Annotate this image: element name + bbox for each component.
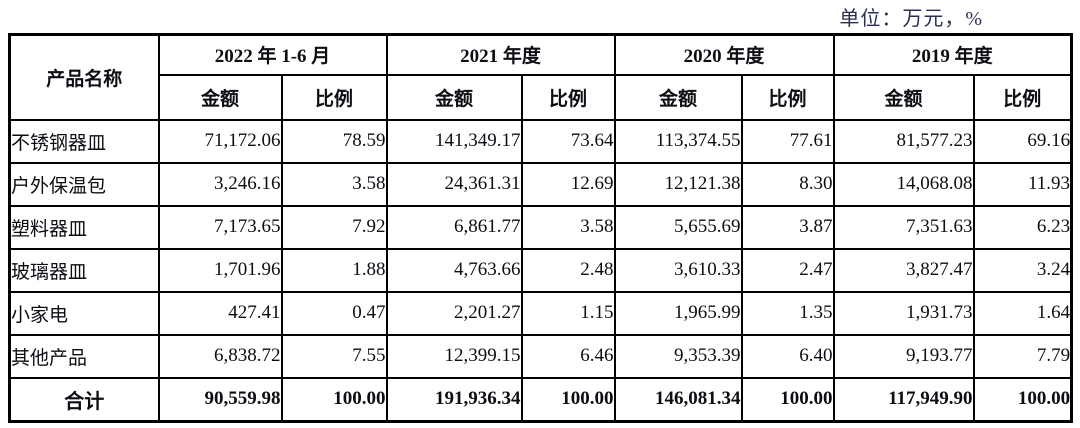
product-name-cell: 小家电 bbox=[8, 290, 160, 336]
amount-cell: 141,349.17 bbox=[385, 118, 523, 164]
amount-cell: 3,610.33 bbox=[613, 247, 743, 293]
amount-cell: 12,121.38 bbox=[613, 161, 743, 207]
ratio-cell: 11.93 bbox=[972, 161, 1073, 207]
ratio-cell: 12.69 bbox=[520, 161, 616, 207]
header-period-2021: 2021 年度 bbox=[385, 33, 616, 76]
total-label-cell: 合计 bbox=[8, 376, 160, 423]
amount-cell: 9,353.39 bbox=[613, 333, 743, 379]
amount-cell: 1,701.96 bbox=[157, 247, 283, 293]
amount-cell: 1,965.99 bbox=[613, 290, 743, 336]
header-ratio-2021: 比例 bbox=[520, 73, 616, 121]
amount-cell: 90,559.98 bbox=[157, 376, 283, 423]
ratio-cell: 7.92 bbox=[280, 204, 388, 250]
ratio-cell: 1.15 bbox=[520, 290, 616, 336]
ratio-cell: 100.00 bbox=[520, 376, 616, 423]
ratio-cell: 3.58 bbox=[520, 204, 616, 250]
amount-cell: 191,936.34 bbox=[385, 376, 523, 423]
header-row-subcolumns: 金额 比例 金额 比例 金额 比例 金额 比例 bbox=[10, 73, 1073, 121]
header-ratio-2020: 比例 bbox=[740, 73, 835, 121]
ratio-cell: 1.35 bbox=[740, 290, 835, 336]
amount-cell: 24,361.31 bbox=[385, 161, 523, 207]
ratio-cell: 3.24 bbox=[972, 247, 1073, 293]
ratio-cell: 1.64 bbox=[972, 290, 1073, 336]
amount-cell: 1,931.73 bbox=[832, 290, 975, 336]
product-name-cell: 塑料器皿 bbox=[8, 204, 160, 250]
amount-cell: 81,577.23 bbox=[832, 118, 975, 164]
amount-cell: 2,201.27 bbox=[385, 290, 523, 336]
ratio-cell: 1.88 bbox=[280, 247, 388, 293]
header-period-2022h1: 2022 年 1-6 月 bbox=[157, 33, 388, 76]
header-ratio-2022h1: 比例 bbox=[280, 73, 388, 121]
amount-cell: 117,949.90 bbox=[832, 376, 975, 423]
ratio-cell: 7.79 bbox=[972, 333, 1073, 379]
amount-cell: 146,081.34 bbox=[613, 376, 743, 423]
ratio-cell: 100.00 bbox=[972, 376, 1073, 423]
ratio-cell: 100.00 bbox=[280, 376, 388, 423]
ratio-cell: 78.59 bbox=[280, 118, 388, 164]
ratio-cell: 7.55 bbox=[280, 333, 388, 379]
header-ratio-2019: 比例 bbox=[972, 73, 1073, 121]
ratio-cell: 6.46 bbox=[520, 333, 616, 379]
amount-cell: 5,655.69 bbox=[613, 204, 743, 250]
header-amount-2021: 金额 bbox=[385, 73, 523, 121]
table-row-other-products: 其他产品 6,838.72 7.55 12,399.15 6.46 9,353.… bbox=[8, 333, 1073, 379]
ratio-cell: 6.40 bbox=[740, 333, 835, 379]
ratio-cell: 3.87 bbox=[740, 204, 835, 250]
revenue-by-product-table: 产品名称 2022 年 1-6 月 2021 年度 2020 年度 2019 年… bbox=[8, 33, 1074, 423]
ratio-cell: 0.47 bbox=[280, 290, 388, 336]
ratio-cell: 6.23 bbox=[972, 204, 1073, 250]
unit-label: 单位：万元，% bbox=[839, 8, 983, 30]
ratio-cell: 69.16 bbox=[972, 118, 1073, 164]
amount-cell: 3,827.47 bbox=[832, 247, 975, 293]
header-period-2019: 2019 年度 bbox=[832, 33, 1073, 76]
amount-cell: 6,861.77 bbox=[385, 204, 523, 250]
amount-cell: 6,838.72 bbox=[157, 333, 283, 379]
ratio-cell: 3.58 bbox=[280, 161, 388, 207]
amount-cell: 71,172.06 bbox=[157, 118, 283, 164]
amount-cell: 7,173.65 bbox=[157, 204, 283, 250]
ratio-cell: 2.47 bbox=[740, 247, 835, 293]
amount-cell: 9,193.77 bbox=[832, 333, 975, 379]
ratio-cell: 100.00 bbox=[740, 376, 835, 423]
table-row-glass-ware: 玻璃器皿 1,701.96 1.88 4,763.66 2.48 3,610.3… bbox=[8, 247, 1073, 293]
product-name-cell: 玻璃器皿 bbox=[8, 247, 160, 293]
table-row-total: 合计 90,559.98 100.00 191,936.34 100.00 14… bbox=[8, 376, 1073, 423]
amount-cell: 14,068.08 bbox=[832, 161, 975, 207]
amount-cell: 3,246.16 bbox=[157, 161, 283, 207]
amount-cell: 4,763.66 bbox=[385, 247, 523, 293]
table-row-outdoor-cooler-bag: 户外保温包 3,246.16 3.58 24,361.31 12.69 12,1… bbox=[8, 161, 1073, 207]
amount-cell: 113,374.55 bbox=[613, 118, 743, 164]
product-name-cell: 不锈钢器皿 bbox=[8, 118, 160, 164]
header-row-periods: 产品名称 2022 年 1-6 月 2021 年度 2020 年度 2019 年… bbox=[8, 33, 1073, 121]
table-row-stainless-steel: 不锈钢器皿 71,172.06 78.59 141,349.17 73.64 1… bbox=[8, 118, 1073, 164]
header-amount-2020: 金额 bbox=[613, 73, 743, 121]
ratio-cell: 73.64 bbox=[520, 118, 616, 164]
product-name-cell: 户外保温包 bbox=[8, 161, 160, 207]
amount-cell: 7,351.63 bbox=[832, 204, 975, 250]
ratio-cell: 77.61 bbox=[740, 118, 835, 164]
amount-cell: 427.41 bbox=[157, 290, 283, 336]
table-row-plastic-ware: 塑料器皿 7,173.65 7.92 6,861.77 3.58 5,655.6… bbox=[8, 204, 1073, 250]
product-name-cell: 其他产品 bbox=[8, 333, 160, 379]
ratio-cell: 8.30 bbox=[740, 161, 835, 207]
ratio-cell: 2.48 bbox=[520, 247, 616, 293]
header-product-name: 产品名称 bbox=[8, 33, 160, 121]
header-amount-2022h1: 金额 bbox=[157, 73, 283, 121]
amount-cell: 12,399.15 bbox=[385, 333, 523, 379]
header-period-2020: 2020 年度 bbox=[613, 33, 835, 76]
table-row-small-appliances: 小家电 427.41 0.47 2,201.27 1.15 1,965.99 1… bbox=[8, 290, 1073, 336]
header-amount-2019: 金额 bbox=[832, 73, 975, 121]
